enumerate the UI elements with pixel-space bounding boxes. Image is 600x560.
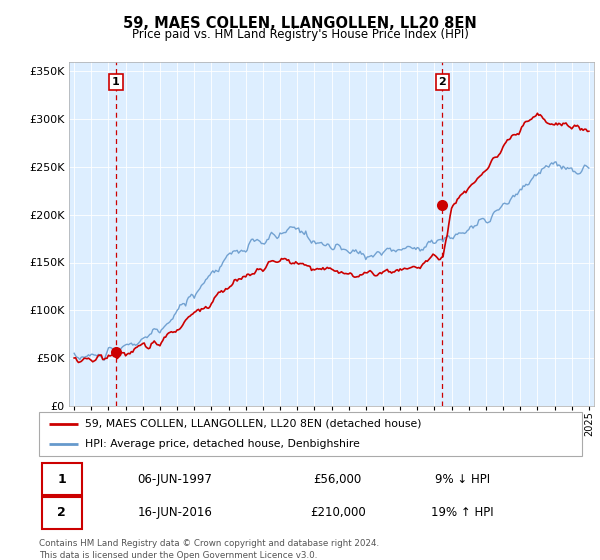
Text: £210,000: £210,000 [310, 506, 365, 520]
Text: 1: 1 [58, 473, 66, 486]
Text: £56,000: £56,000 [314, 473, 362, 486]
Text: 2: 2 [58, 506, 66, 520]
Text: Price paid vs. HM Land Registry's House Price Index (HPI): Price paid vs. HM Land Registry's House … [131, 28, 469, 41]
Text: 59, MAES COLLEN, LLANGOLLEN, LL20 8EN: 59, MAES COLLEN, LLANGOLLEN, LL20 8EN [123, 16, 477, 31]
Text: 16-JUN-2016: 16-JUN-2016 [137, 506, 212, 520]
FancyBboxPatch shape [42, 463, 82, 496]
FancyBboxPatch shape [39, 412, 582, 456]
Text: 2: 2 [438, 77, 446, 87]
Text: 06-JUN-1997: 06-JUN-1997 [137, 473, 212, 486]
Text: HPI: Average price, detached house, Denbighshire: HPI: Average price, detached house, Denb… [85, 439, 360, 449]
FancyBboxPatch shape [42, 497, 82, 529]
Text: 59, MAES COLLEN, LLANGOLLEN, LL20 8EN (detached house): 59, MAES COLLEN, LLANGOLLEN, LL20 8EN (d… [85, 419, 422, 429]
Text: Contains HM Land Registry data © Crown copyright and database right 2024.
This d: Contains HM Land Registry data © Crown c… [39, 539, 379, 559]
Text: 19% ↑ HPI: 19% ↑ HPI [431, 506, 494, 520]
Text: 1: 1 [112, 77, 120, 87]
Text: 9% ↓ HPI: 9% ↓ HPI [435, 473, 490, 486]
